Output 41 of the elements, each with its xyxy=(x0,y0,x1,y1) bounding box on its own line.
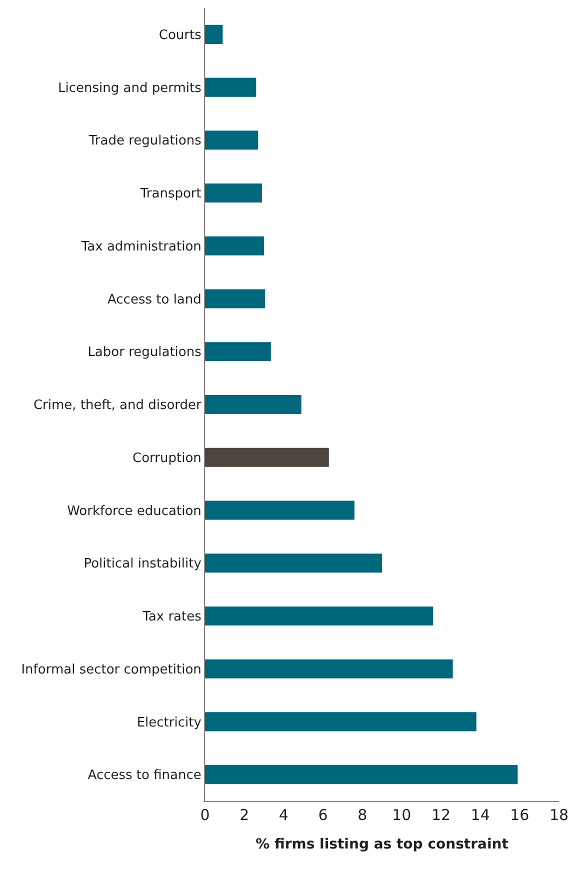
bar xyxy=(205,289,265,308)
y-tick-label: Tax administration xyxy=(80,239,202,254)
y-tick-label: Transport xyxy=(139,186,202,202)
bar xyxy=(205,448,329,467)
y-tick-label: Informal sector competition xyxy=(21,662,202,678)
bar xyxy=(205,236,264,256)
y-tick-label: Trade regulations xyxy=(88,134,202,149)
bar xyxy=(205,24,223,44)
x-tick-label: 12 xyxy=(431,806,451,824)
x-tick-label: 16 xyxy=(510,806,530,824)
y-tick-label: Access to finance xyxy=(88,768,202,784)
bar xyxy=(205,554,382,573)
y-tick-label: Tax rates xyxy=(142,610,202,625)
x-tick-label: 18 xyxy=(549,806,569,824)
y-tick-label: Corruption xyxy=(132,450,202,466)
bar xyxy=(205,659,453,678)
y-tick-label: Crime, theft, and disorder xyxy=(33,398,202,414)
y-tick-label: Licensing and permits xyxy=(58,80,202,96)
bar xyxy=(205,500,354,520)
x-tick-label: 14 xyxy=(470,806,490,824)
bar xyxy=(205,765,518,784)
y-tick-label: Courts xyxy=(158,28,202,43)
bar xyxy=(205,130,258,150)
bar xyxy=(205,78,256,97)
y-tick-label: Access to land xyxy=(108,292,202,308)
bar xyxy=(205,606,434,626)
bar xyxy=(205,394,302,414)
bar xyxy=(205,184,262,203)
x-tick-label: 4 xyxy=(278,806,288,824)
bar xyxy=(205,342,271,362)
y-tick-label: Electricity xyxy=(136,715,202,730)
x-tick-label: 8 xyxy=(358,806,368,824)
bar xyxy=(205,712,476,732)
y-tick-label: Political instability xyxy=(84,556,202,572)
x-tick-label: 0 xyxy=(200,806,210,824)
x-tick-label: 2 xyxy=(240,806,250,824)
x-tick-label: 6 xyxy=(318,806,328,824)
y-tick-label: Labor regulations xyxy=(88,345,202,360)
x-axis-title: % firms listing as top constraint xyxy=(256,836,509,852)
y-tick-label: Workforce education xyxy=(67,504,202,519)
x-tick-label: 10 xyxy=(392,806,412,824)
